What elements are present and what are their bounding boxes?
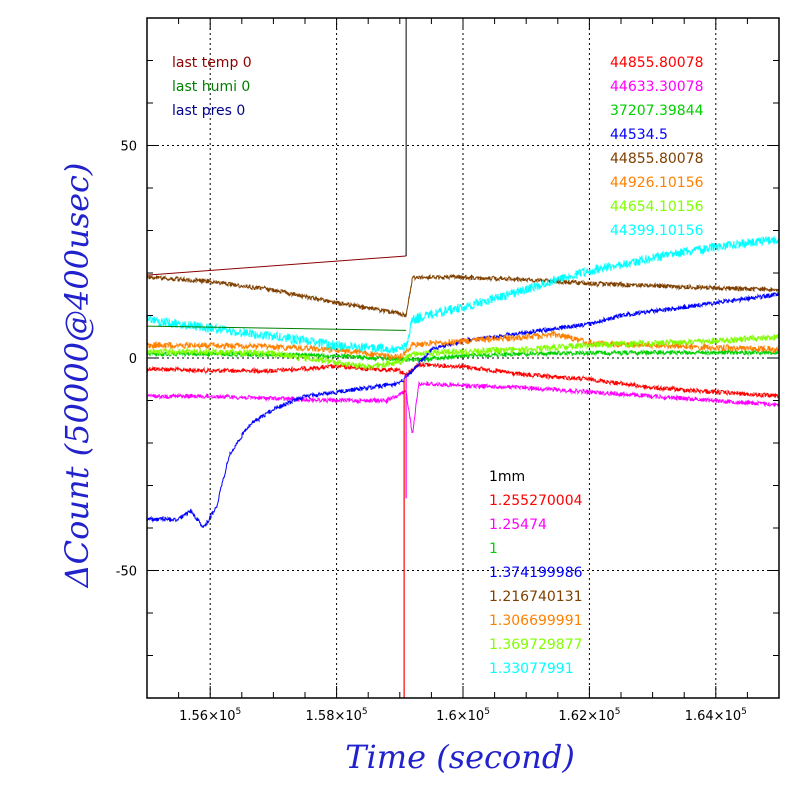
series-line-4	[146, 273, 780, 318]
value-label: 44855.80078	[610, 55, 704, 71]
factor-label: 1.33077991	[489, 661, 574, 677]
series-lines	[146, 235, 780, 529]
value-label: 37207.39844	[610, 103, 704, 119]
y-tick-label: -50	[116, 565, 137, 580]
x-tick-label: 1.56×105	[179, 707, 241, 724]
temp-trend-line	[146, 255, 407, 276]
value-label: 44654.10156	[610, 199, 704, 215]
tick-labels: 1.56×105 1.58×105 1.6×105 1.62×105 1.64×105 5…	[116, 140, 747, 725]
humi-trend-line	[146, 325, 407, 331]
value-label: 44399.10156	[610, 223, 704, 239]
value-label: 44926.10156	[610, 175, 704, 191]
factor-label: 1.216740131	[489, 589, 583, 605]
factor-label: 1.25474	[489, 517, 547, 533]
info-label: last humi 0	[172, 79, 250, 95]
value-label: 44534.5	[610, 127, 668, 143]
series-line-5	[146, 330, 780, 361]
factor-label: 1.374199986	[489, 565, 583, 581]
factor-label: 1.369729877	[489, 637, 583, 653]
series-line-1	[146, 380, 780, 434]
info-label: last temp 0	[172, 55, 252, 71]
x-axis-title: Time (second)	[345, 738, 575, 776]
x-tick-label: 1.64×105	[685, 707, 747, 724]
x-tick-label: 1.58×105	[306, 707, 368, 724]
x-tick-label: 1.62×105	[558, 707, 620, 724]
axis-ticks	[146, 17, 780, 699]
series-line-6	[146, 333, 780, 370]
x-tick-label: 1.6×105	[436, 707, 490, 724]
grid	[147, 18, 779, 698]
factor-label: 1.306699991	[489, 613, 583, 629]
factor-legend-lower: 1mm 1.255270004 1.25474 1 1.374199986 1.21674…	[489, 469, 583, 677]
y-tick-label: 0	[129, 352, 137, 367]
info-label: last pres 0	[172, 103, 245, 119]
extra-lines	[146, 18, 407, 698]
factor-label: 1	[489, 541, 498, 557]
value-legend-right: 44855.80078 44633.30078 37207.39844 44534.5…	[610, 55, 704, 239]
factor-header: 1mm	[489, 469, 525, 485]
value-label: 44633.30078	[610, 79, 704, 95]
value-label: 44855.80078	[610, 151, 704, 167]
y-tick-label: 50	[120, 140, 137, 155]
series-line-0	[146, 361, 780, 399]
y-axis-title: ΔCount (50000@400usec)	[58, 163, 96, 590]
factor-label: 1.255270004	[489, 493, 583, 509]
info-legend-left: last temp 0 last humi 0 last pres 0	[172, 55, 252, 119]
series-line-7	[146, 235, 780, 354]
